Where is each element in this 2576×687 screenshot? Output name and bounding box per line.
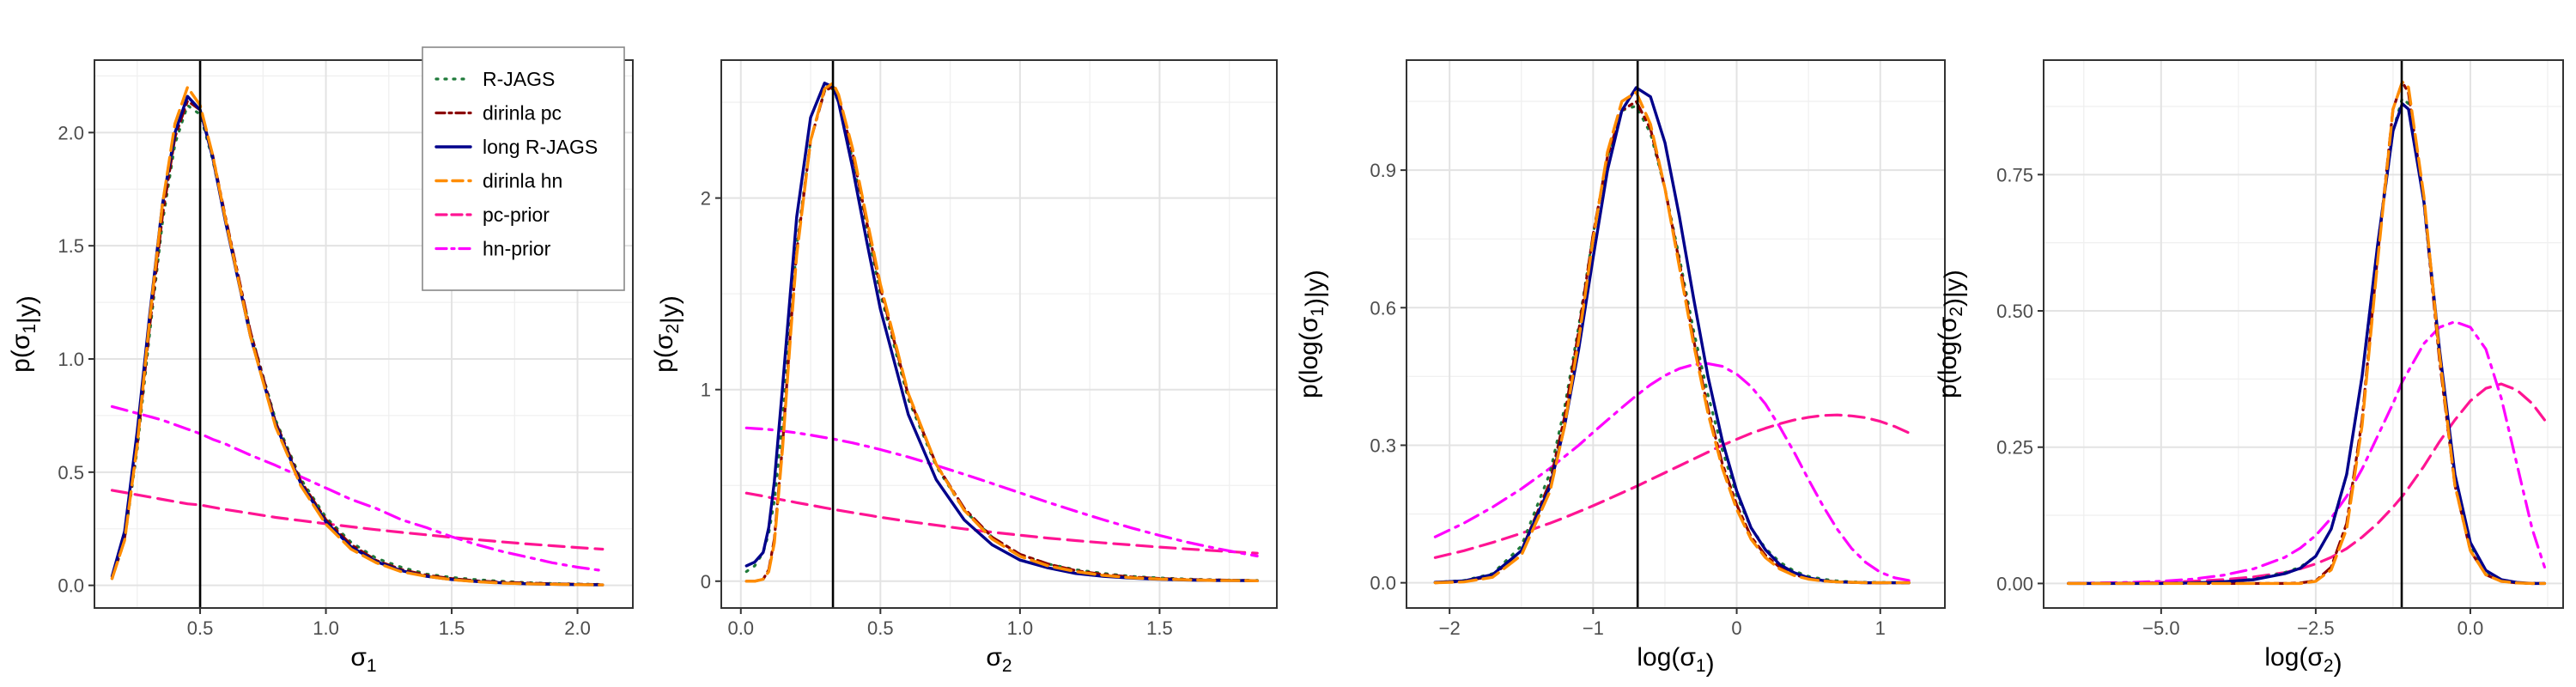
y-axis-title: p(σ2|y) — [650, 295, 684, 373]
axis-ticks: −2 −1 0 1 0.0 0.3 0.6 0.9 — [1370, 160, 1885, 639]
plot-background — [1406, 60, 1945, 608]
y-tick-label: 0.3 — [1370, 435, 1396, 456]
series-line-pc-prior — [744, 491, 1259, 555]
x-axis-title: σ1 — [350, 643, 376, 676]
legend-label: hn-prior — [483, 238, 551, 260]
legend-item-hn-prior: hn-prior — [434, 238, 551, 260]
series-lines — [2067, 80, 2547, 586]
y-tick-label: 1.5 — [58, 235, 84, 257]
legend-item-dirinla-hn: dirinla hn — [434, 170, 562, 192]
x-tick-label: 0.5 — [187, 617, 214, 639]
legend-label: dirinla hn — [483, 170, 562, 192]
legend-label: dirinla pc — [483, 102, 562, 125]
panel-3: −2 −1 0 1 0.0 0.3 0.6 0.9 log(σ1) p(log(σ1)|y) — [1295, 59, 1946, 678]
legend-label: R-JAGS — [483, 68, 555, 90]
series-line-dirinla-hn — [744, 82, 1259, 583]
legend-item-r-jags: R-JAGS — [434, 68, 555, 90]
x-tick-label: −1 — [1583, 617, 1604, 639]
x-tick-label: 0.0 — [2458, 617, 2484, 639]
y-tick-label: 0.25 — [1996, 437, 2033, 459]
x-axis-title: log(σ2) — [2264, 643, 2342, 678]
x-tick-label: 0.5 — [867, 617, 894, 639]
legend-label: long R-JAGS — [483, 136, 598, 158]
y-tick-label: 0.0 — [1370, 573, 1396, 594]
x-tick-label: 2.0 — [564, 617, 591, 639]
series-line-hn-prior — [2067, 320, 2546, 586]
y-tick-label: 0.9 — [1370, 160, 1396, 181]
y-tick-label: 0.5 — [58, 462, 84, 483]
y-tick-label: 0 — [701, 571, 711, 593]
y-tick-label: 0.0 — [58, 575, 84, 597]
axis-ticks: 0.5 1.0 1.5 2.0 0.0 0.5 1.0 1.5 2.0 — [58, 122, 590, 639]
y-axis-title: p(log(σ2)|y) — [1934, 270, 1968, 398]
series-line-dirinla-hn — [2067, 80, 2547, 586]
legend-box — [422, 46, 625, 291]
x-tick-label: −2 — [1439, 617, 1461, 639]
panel-border — [1406, 59, 1946, 609]
grid — [2044, 60, 2563, 608]
plot-background — [2044, 60, 2563, 608]
y-tick-label: 0.00 — [1996, 573, 2033, 594]
grid — [721, 60, 1277, 608]
series-line-pc-prior — [2067, 382, 2546, 586]
x-tick-label: 1 — [1875, 617, 1886, 639]
x-tick-label: 0.0 — [727, 617, 754, 639]
panel-2: 0.0 0.5 1.0 1.5 0 1 2 σ2 p(σ2|y) — [650, 59, 1278, 676]
y-tick-label: 0.75 — [1996, 164, 2033, 185]
legend-item-pc-prior: pc-prior — [434, 204, 550, 226]
x-tick-label: 1.0 — [1007, 617, 1034, 639]
y-tick-label: 0.6 — [1370, 297, 1396, 319]
legend-item-dirinla-pc: dirinla pc — [434, 102, 562, 125]
x-tick-label: 1.0 — [313, 617, 339, 639]
panel-4: −5.0 −2.5 0.0 0.00 0.25 0.50 0.75 log(σ2) p(log(… — [1934, 59, 2564, 678]
x-tick-label: −5.0 — [2142, 617, 2179, 639]
legend: R-JAGS dirinla pc long R-JAGS dirinla hn pc-… — [422, 46, 625, 291]
x-tick-label: 1.5 — [1146, 617, 1173, 639]
panel-border — [94, 59, 634, 609]
axis-ticks: −5.0 −2.5 0.0 0.00 0.25 0.50 0.75 — [1996, 164, 2483, 639]
series-line-dirinla-hn — [110, 85, 605, 587]
y-tick-label: 0.50 — [1996, 301, 2033, 322]
plot-background — [721, 60, 1277, 608]
panel-border — [2043, 59, 2564, 609]
x-tick-label: −2.5 — [2297, 617, 2334, 639]
series-line-r-jags — [744, 87, 1259, 582]
series-line-hn-prior — [110, 404, 605, 573]
x-axis-title: σ2 — [986, 643, 1012, 676]
x-tick-label: 1.5 — [439, 617, 465, 639]
series-lines — [110, 85, 605, 587]
y-tick-label: 1 — [701, 380, 711, 401]
series-lines — [744, 82, 1259, 583]
y-tick-label: 1.0 — [58, 349, 84, 370]
legend-label: pc-prior — [483, 204, 550, 226]
x-axis-title: log(σ1) — [1637, 643, 1714, 678]
series-line-pc-prior — [1433, 413, 1911, 559]
series-lines — [1433, 86, 1911, 585]
x-tick-label: 0 — [1731, 617, 1741, 639]
series-line-hn-prior — [1433, 362, 1911, 582]
y-axis-title: p(σ1|y) — [7, 295, 41, 373]
series-line-pc-prior — [110, 489, 605, 551]
y-axis-title: p(log(σ1)|y) — [1295, 270, 1329, 398]
panel-border — [720, 59, 1278, 609]
series-line-dirinla-hn — [1433, 90, 1911, 585]
axis-ticks: 0.0 0.5 1.0 1.5 0 1 2 — [701, 188, 1173, 639]
legend-item-long-r-jags: long R-JAGS — [434, 136, 598, 158]
y-tick-label: 2 — [701, 188, 711, 210]
y-tick-label: 2.0 — [58, 122, 84, 143]
series-line-dirinla-pc — [1433, 100, 1911, 585]
